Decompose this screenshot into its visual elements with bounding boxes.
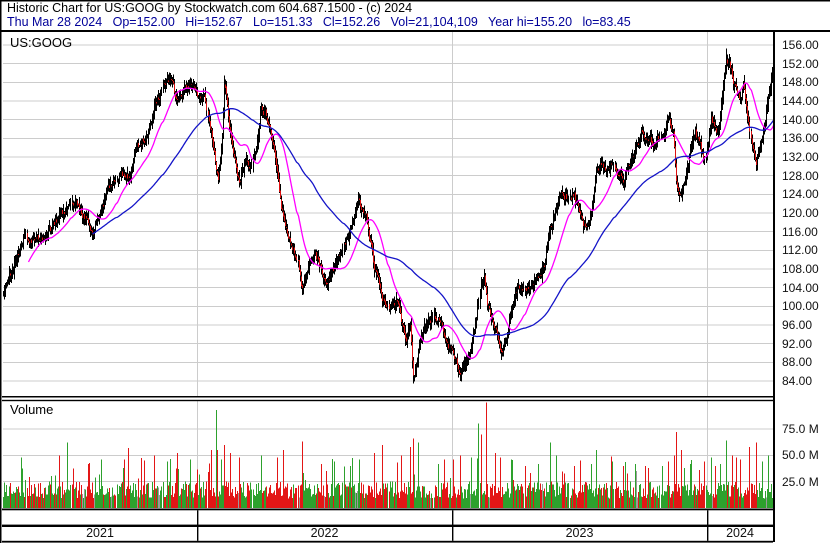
price-axis-label: 104.00 [782,280,819,295]
price-axis-label: 148.00 [782,75,819,90]
year-label-2022: 2022 [310,526,339,540]
price-axis-label: 96.00 [782,318,813,332]
outer-border-left [0,0,2,543]
year-label-2021: 2021 [86,526,114,540]
year-divider-2022 [197,510,199,541]
volume-axis-label: 75.0 M [782,422,819,436]
year-label-2023: 2023 [565,526,594,540]
price-axis-label: 144.00 [782,94,819,108]
symbol-label: US:GOOG [10,35,73,50]
price-axis-label: 124.00 [782,187,819,202]
chart-right-border [773,30,775,542]
volume-axis-label: 50.0 M [782,448,819,463]
quote-summary-line: Thu Mar 28 2024 Op=152.00 Hi=152.67 Lo=1… [7,15,631,29]
outer-border-top [0,0,830,2]
grid-lines [3,32,773,508]
price-axis-label: 156.00 [782,38,819,52]
volume-bars-flat [82,471,767,508]
price-axis-label: 116.00 [782,224,818,239]
volume-panel-label: Volume [10,402,54,417]
year-divider-2023 [452,510,454,541]
price-volume-divider-b [2,399,773,402]
volume-bars-down [10,402,757,508]
volume-axis-label: 25.0 M [782,474,819,489]
price-axis-label: 88.00 [782,355,813,370]
price-axis-label: 112.00 [782,243,818,258]
price-axis-label: 92.00 [782,336,813,351]
volume-bars-up [3,410,774,508]
candlestick-down-bodies [10,59,757,376]
price-axis-label: 136.00 [782,131,819,146]
price-axis-label: 84.00 [782,374,813,388]
outer-border-bottom [2,540,773,543]
price-axis-label: 132.00 [782,150,819,164]
volume-bottom-border [2,508,773,511]
year-band-top-border [2,524,773,527]
chart-title: Historic Chart for US:GOOG by Stockwatch… [7,1,413,15]
year-label-2024: 2024 [726,526,754,540]
year-divider-2024 [707,510,709,541]
ma-short-line [27,82,775,359]
price-axis-label: 108.00 [782,262,819,276]
price-axis-label: 152.00 [782,56,819,71]
price-volume-divider-a [2,396,773,398]
price-axis-label: 140.00 [782,112,819,127]
price-axis-label: 100.00 [782,299,819,314]
price-axis-label: 120.00 [782,206,819,220]
price-axis-label: 128.00 [782,168,819,183]
header-divider [0,30,830,32]
ma-long-line [92,107,775,338]
